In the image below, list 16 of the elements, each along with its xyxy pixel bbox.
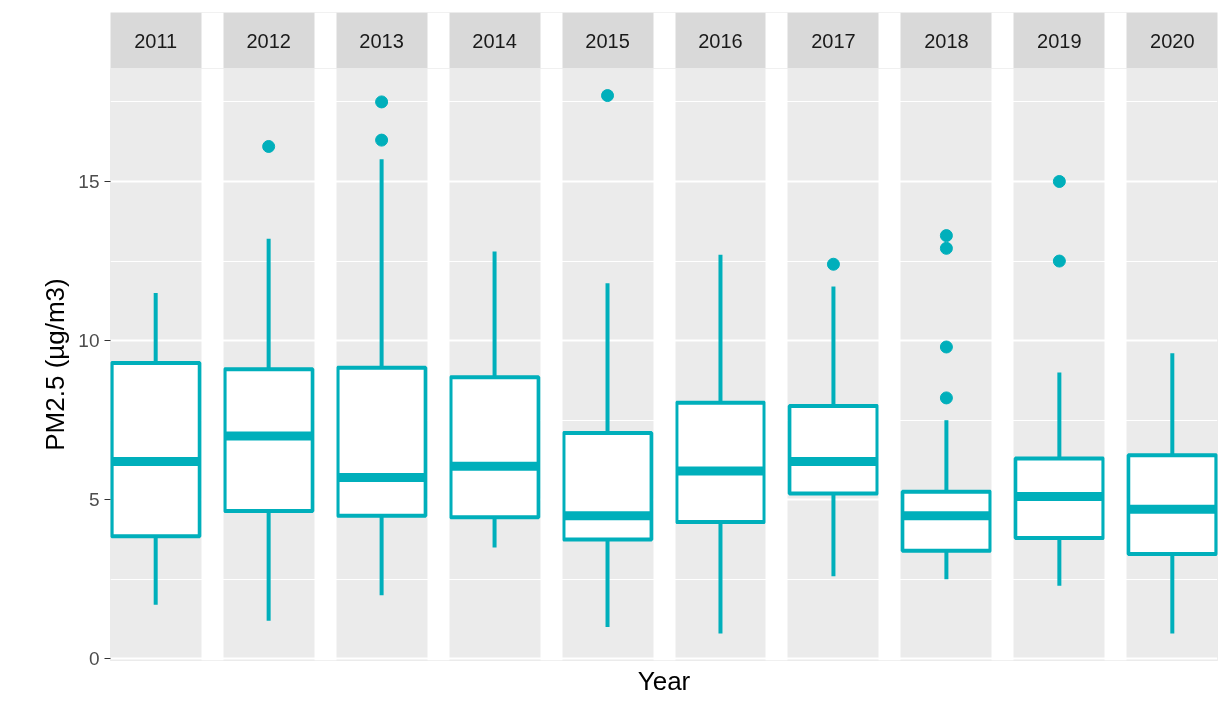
x-tick-label: 2015: [585, 29, 630, 52]
x-tick-label: 2011: [134, 29, 178, 52]
y-axis-title: PM2.5 (µg/m3): [40, 278, 71, 451]
x-tick-label: 2020: [1150, 29, 1195, 52]
y-tick-label: 0: [88, 648, 100, 670]
y-tick-label: 5: [88, 489, 100, 511]
x-tick-label: 2019: [1037, 29, 1082, 52]
x-tick-label: 2017: [811, 29, 856, 52]
x-tick-label: 2016: [698, 29, 743, 52]
x-axis-title: Year: [637, 665, 691, 696]
y-tick-label: 15: [78, 170, 100, 192]
x-tick-label: 2013: [359, 29, 404, 52]
x-tick-label: 2018: [924, 29, 969, 52]
x-tick-label: 2014: [472, 29, 517, 52]
x-tick-label: 2012: [246, 29, 291, 52]
y-tick-label: 10: [78, 330, 100, 352]
